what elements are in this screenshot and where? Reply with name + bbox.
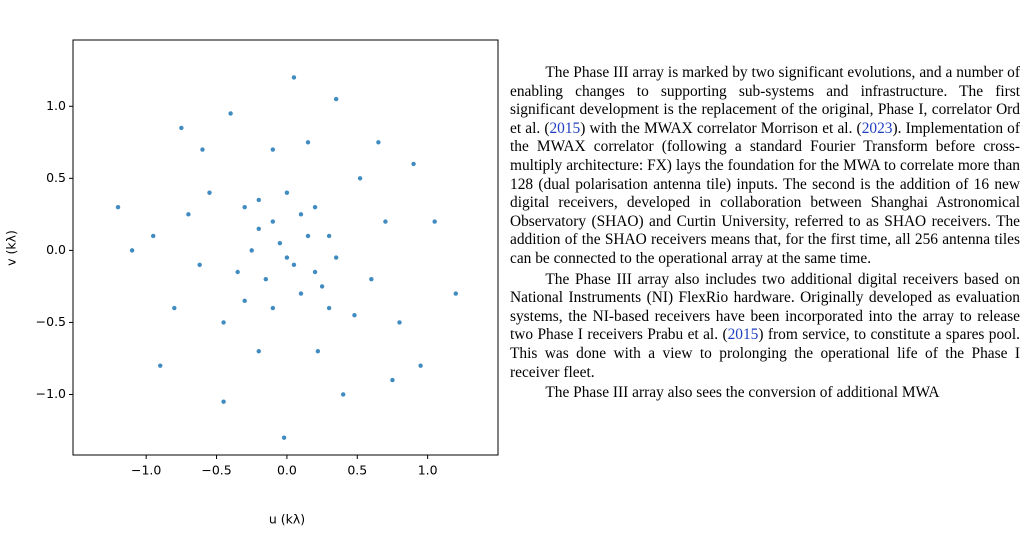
y-tick-label: 0.5	[46, 170, 66, 185]
uv-point	[305, 140, 311, 145]
paragraph: The Phase III array also includes two ad…	[510, 271, 1020, 383]
x-tick-label: 0.0	[277, 463, 297, 478]
uv-point	[221, 320, 226, 325]
x-axis-label: u (kλ)	[269, 512, 305, 527]
x-tick-label: −1.0	[131, 463, 161, 478]
citation-year[interactable]: 2015	[727, 326, 759, 344]
uv-point	[221, 399, 226, 404]
uv-point	[418, 363, 423, 368]
uv-point	[129, 248, 135, 253]
uv-point	[312, 204, 318, 210]
uv-point	[319, 284, 325, 289]
uv-point	[340, 392, 346, 397]
uv-point	[158, 363, 163, 368]
uv-point	[291, 75, 297, 80]
uv-point	[270, 305, 276, 311]
uv-point	[432, 219, 437, 224]
text-run: ). Implementation of the MWAX correlator…	[510, 119, 1020, 267]
x-tick-label: −0.5	[201, 463, 231, 478]
uv-point	[411, 161, 416, 167]
text-run: The Phase III array also sees the conver…	[545, 384, 940, 402]
uv-point	[352, 313, 357, 318]
uv-point	[315, 349, 321, 354]
paragraph: The Phase III array also sees the conver…	[510, 384, 1020, 403]
text-run: ) from service, to constitute a spares p…	[510, 326, 1020, 381]
uv-point	[263, 277, 268, 282]
uv-point	[284, 190, 290, 195]
y-axis-label: v (kλ)	[4, 230, 19, 266]
uv-point	[291, 262, 297, 267]
uv-point	[151, 233, 156, 239]
uv-point	[312, 269, 318, 275]
body-text: The Phase III array is marked by two sig…	[510, 64, 1020, 541]
uv-point	[197, 262, 202, 267]
uv-point	[390, 377, 395, 383]
uv-point	[242, 204, 247, 210]
paragraph: The Phase III array is marked by two sig…	[510, 64, 1020, 269]
y-tick-label: 0.0	[46, 242, 66, 257]
text-run: The Phase III array is marked by two sig…	[510, 64, 1020, 137]
y-tick-label: −1.0	[36, 386, 66, 401]
uv-point	[242, 298, 247, 304]
text-run: The Phase III array also includes two ad…	[510, 270, 1020, 344]
uv-point	[397, 320, 402, 325]
uv-point	[207, 190, 212, 195]
x-tick-label: 1.0	[418, 463, 438, 478]
uv-point	[357, 176, 363, 181]
uv-point	[200, 147, 205, 152]
uv-point	[369, 277, 374, 282]
uv-point	[305, 233, 311, 239]
uv-point	[333, 96, 339, 102]
citation-year[interactable]: 2015	[549, 119, 581, 137]
uv-point	[172, 305, 177, 311]
uv-point	[270, 147, 276, 152]
uv-point	[256, 226, 261, 231]
y-tick-label: 1.0	[46, 98, 66, 113]
uv-point	[270, 219, 276, 224]
uv-point	[326, 305, 332, 311]
uv-point	[115, 204, 121, 210]
uv-point	[256, 197, 261, 203]
uv-point	[256, 349, 261, 354]
uv-point	[376, 140, 381, 145]
uv-point	[383, 219, 388, 224]
citation-year[interactable]: 2023	[861, 119, 893, 137]
uv-point	[333, 255, 339, 260]
uv-point	[235, 269, 240, 275]
text-run: ) with the MWAX correlator Morrison et a…	[580, 119, 862, 137]
uv-point	[284, 255, 290, 260]
plot-frame	[72, 39, 499, 456]
uv-point	[453, 291, 458, 296]
uv-point	[179, 125, 184, 131]
uv-point	[326, 233, 332, 239]
y-tick-label: −0.5	[36, 314, 66, 329]
x-tick-label: 0.5	[347, 463, 367, 478]
uv-point	[277, 240, 283, 246]
uv-point	[249, 248, 254, 253]
uv-point	[186, 212, 191, 217]
uv-point	[298, 291, 304, 296]
uv-point	[281, 435, 287, 440]
uv-point	[228, 111, 233, 116]
figure: u (kλ) v (kλ) −1.0 −0.5 0.0 0.5 1.0 −1.0 −0.5 0…	[4, 39, 499, 527]
uv-point	[298, 212, 304, 217]
